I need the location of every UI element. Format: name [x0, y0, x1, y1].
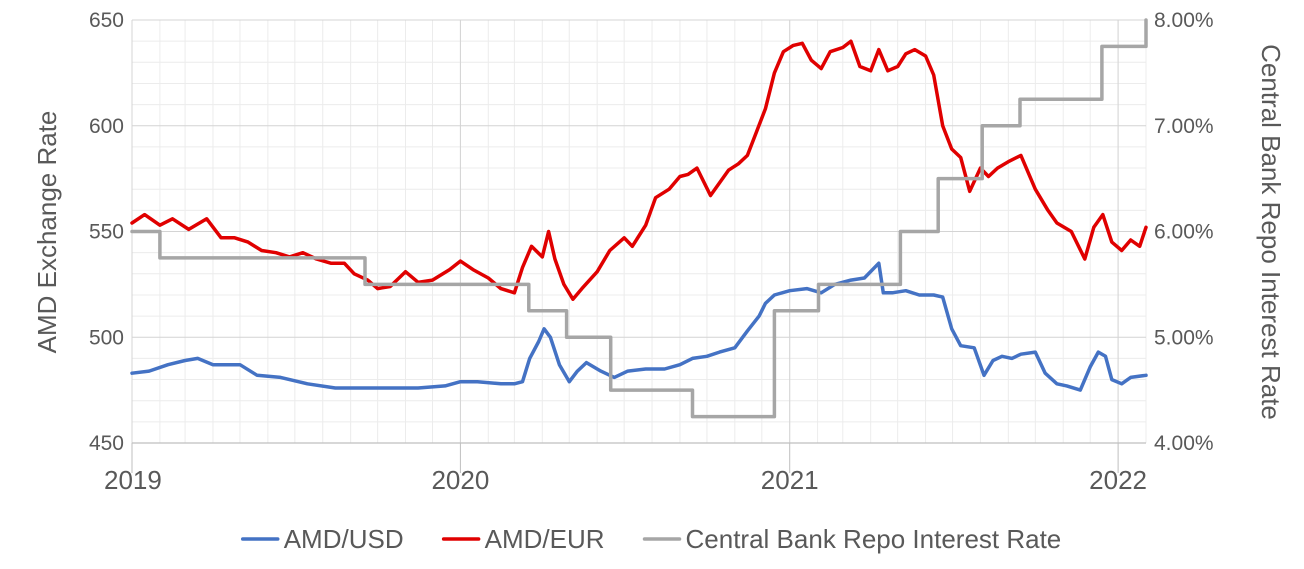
legend-central-bank-repo-interest-rate-label: Central Bank Repo Interest Rate	[686, 524, 1062, 554]
grid-major	[131, 19, 1146, 444]
y-right-tick-label: 6.00%	[1154, 221, 1214, 244]
y-right-tick-label: 7.00%	[1154, 115, 1214, 138]
x-tick-label: 2020	[431, 465, 489, 495]
legend-amd-eur-label: AMD/EUR	[485, 524, 605, 554]
y-left-tick-label: 450	[89, 432, 124, 455]
y-left-tick-label: 650	[89, 9, 124, 32]
legend: AMD/USD AMD/EUR Central Bank Repo Interest…	[240, 524, 1062, 554]
series-line-amd-usd	[130, 261, 1148, 392]
y-right-axis-title: Central Bank Repo Interest Rate	[1256, 44, 1286, 420]
series-line-central-bank-repo-interest-rate	[130, 18, 1148, 419]
x-tick-label: 2022	[1089, 465, 1147, 495]
y-left-ticks: 450 500 550 600 650	[89, 9, 124, 455]
series-layer	[130, 18, 1148, 419]
legend-amd-usd-label: AMD/USD	[284, 524, 404, 554]
y-left-tick-label: 500	[89, 326, 124, 349]
x-ticks: 2019 2020 2021 2022	[104, 465, 1147, 495]
axis-layer	[131, 442, 1146, 473]
y-right-ticks: 4.00% 5.00% 6.00% 7.00% 8.00%	[1154, 9, 1214, 455]
y-left-axis-title: AMD Exchange Rate	[32, 111, 62, 354]
y-left-tick-label: 550	[89, 221, 124, 244]
series-line-amd-eur	[130, 39, 1148, 301]
y-right-tick-label: 4.00%	[1154, 432, 1214, 455]
x-tick-label: 2021	[761, 465, 819, 495]
x-tick-label: 2019	[104, 465, 162, 495]
grid-minor	[131, 20, 1147, 443]
y-right-tick-label: 5.00%	[1154, 326, 1214, 349]
y-left-tick-label: 600	[89, 115, 124, 138]
y-right-tick-label: 8.00%	[1154, 9, 1214, 32]
